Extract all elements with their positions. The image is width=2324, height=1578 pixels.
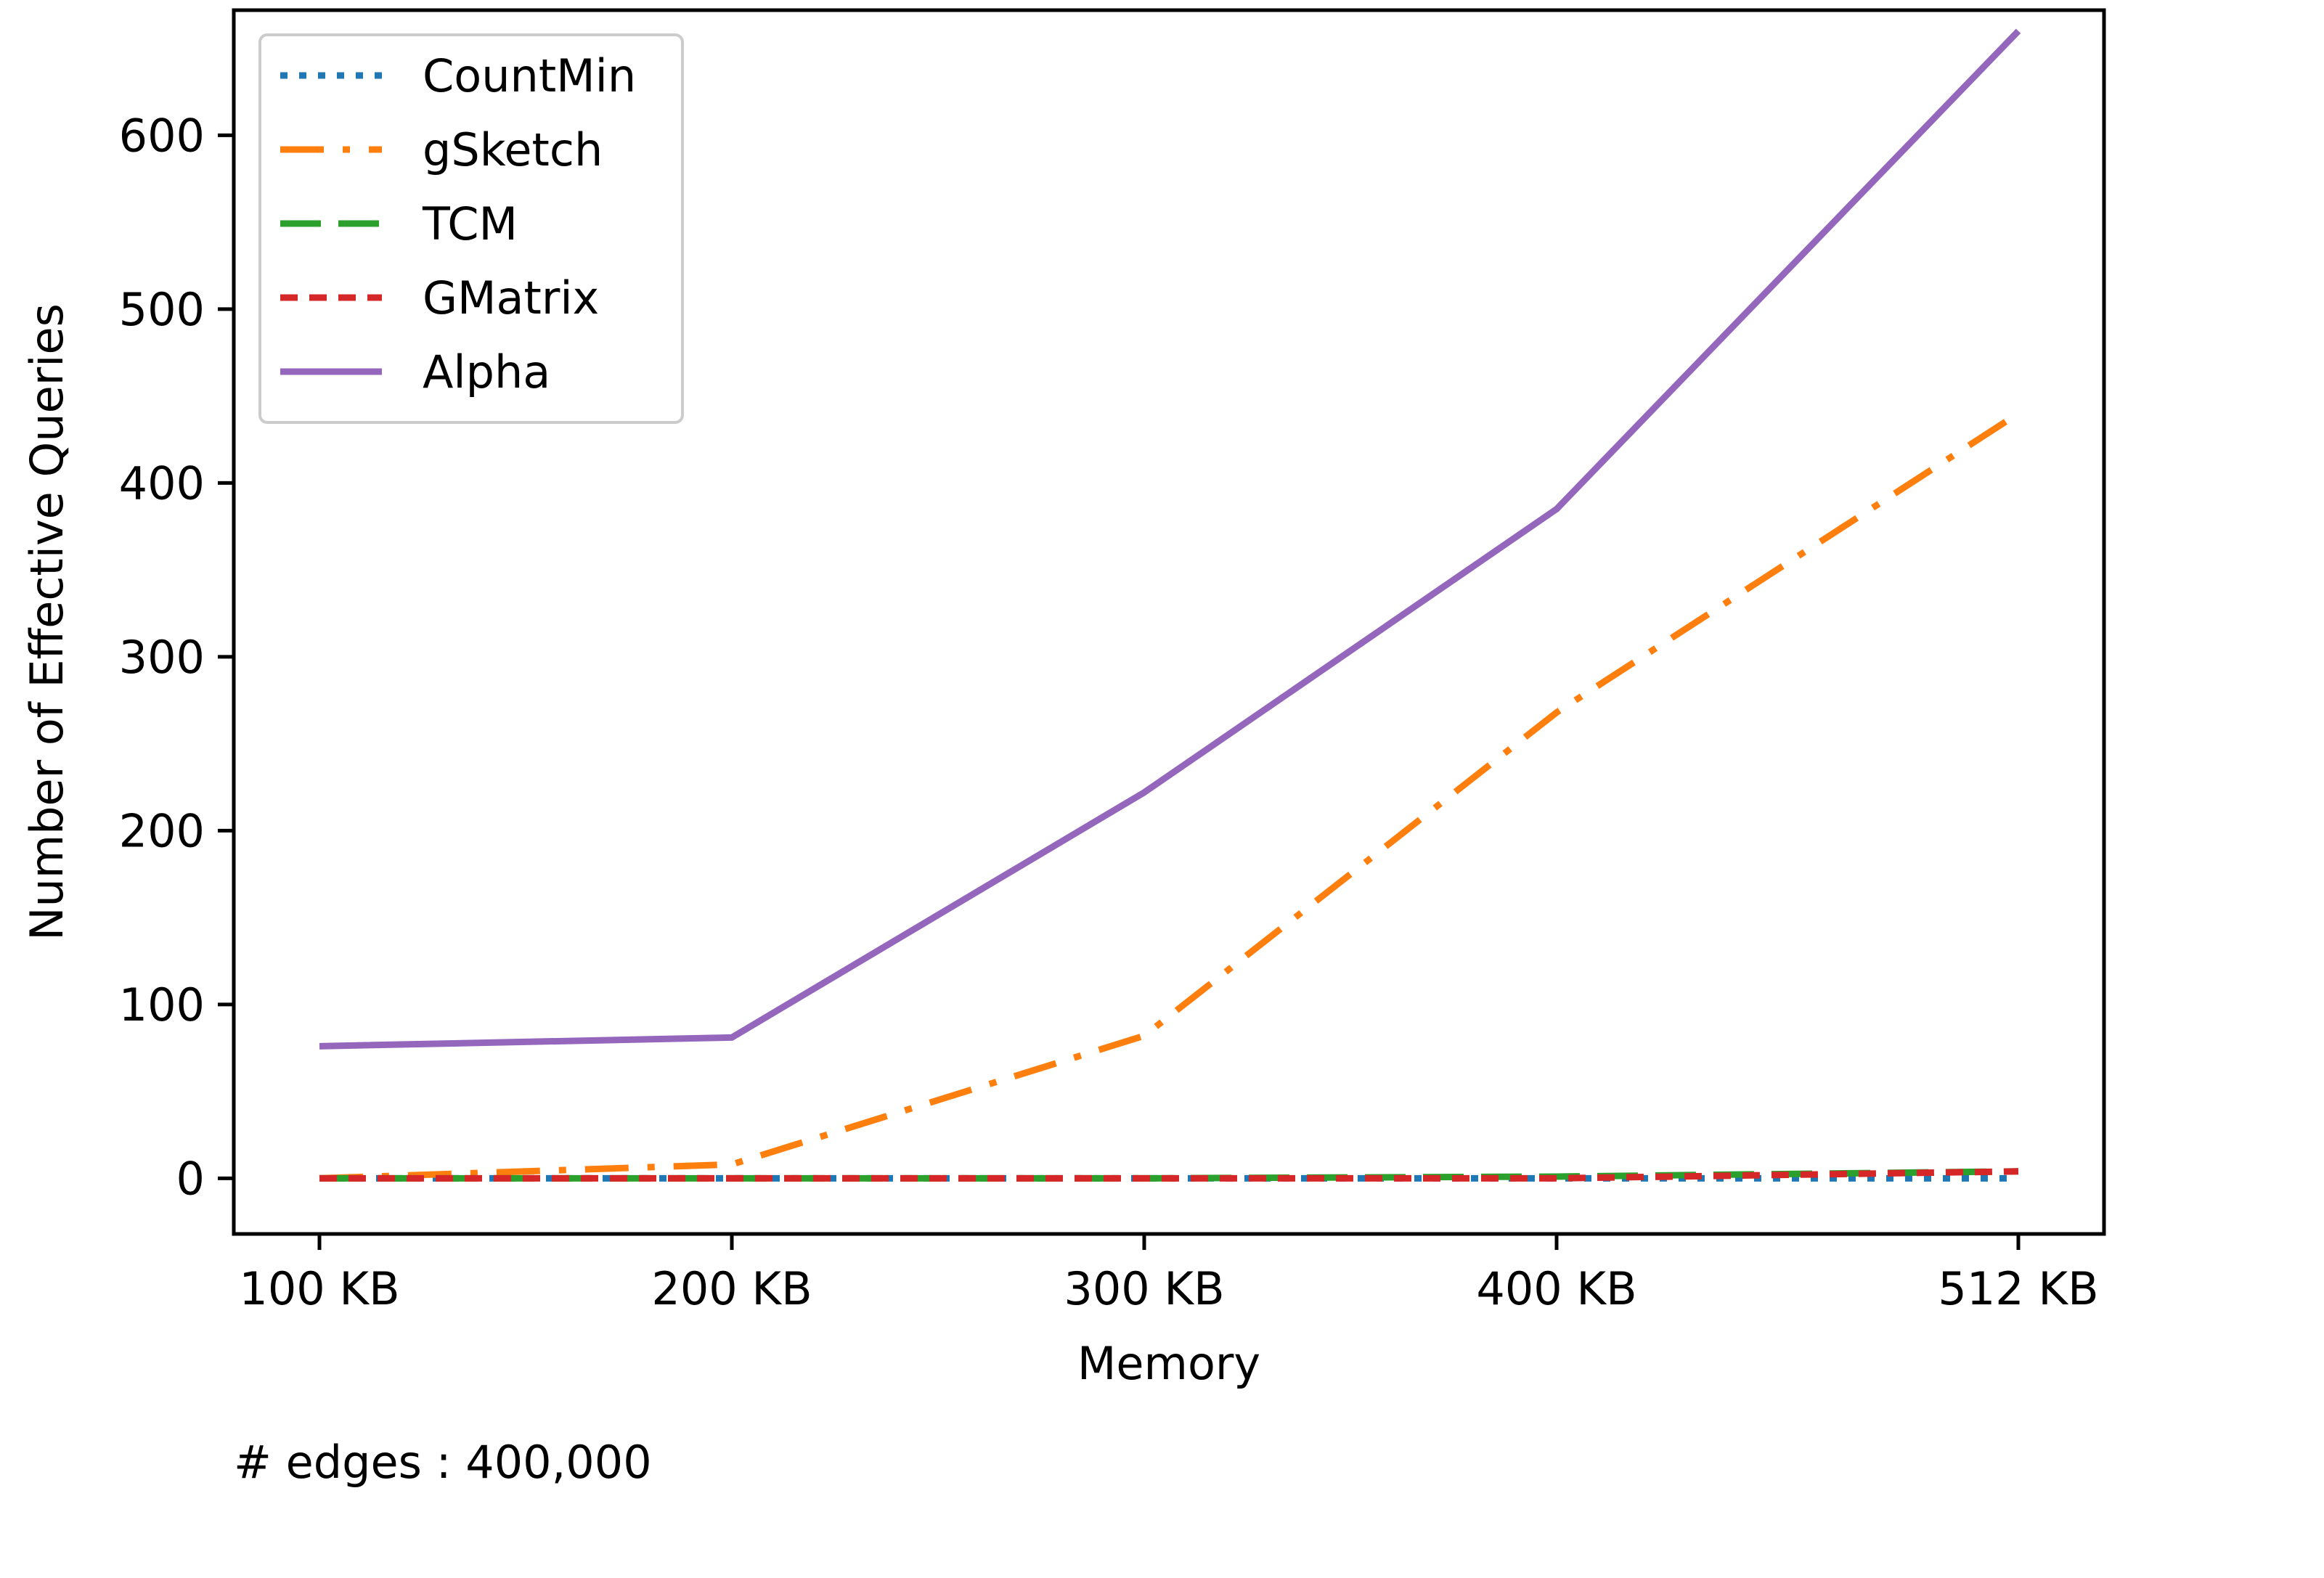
edges-annotation: # edges : 400,000: [234, 1436, 652, 1489]
y-axis: 0 100 200 300 400 500 600: [119, 109, 234, 1205]
plot-frame: [232, 8, 2106, 1236]
legend-label-countmin: CountMin: [423, 49, 636, 102]
legend-label-gsketch: gSketch: [423, 123, 603, 176]
y-tick-label: 600: [119, 109, 205, 162]
y-axis-label: Number of Effective Queries: [20, 303, 73, 941]
x-axis-label: Memory: [1077, 1337, 1260, 1390]
series-line-alpha: [319, 28, 2021, 1050]
x-tick-label: 200 KB: [651, 1262, 812, 1315]
plot-lines: [319, 28, 2021, 1182]
legend-label-tcm: TCM: [422, 197, 518, 250]
x-tick-label: 100 KB: [239, 1262, 399, 1315]
y-tick-label: 300: [119, 631, 205, 684]
x-axis: 100 KB 200 KB 300 KB 400 KB 512 KB: [239, 1234, 2099, 1315]
series-line-gsketch: [319, 410, 2021, 1182]
y-tick-label: 400: [119, 457, 205, 510]
y-tick-label: 100: [119, 978, 205, 1031]
y-tick-label: 200: [119, 804, 205, 857]
x-tick-label: 300 KB: [1064, 1262, 1224, 1315]
y-tick-label: 0: [176, 1152, 205, 1205]
x-tick-label: 400 KB: [1476, 1262, 1636, 1315]
legend: CountMin gSketch TCM GMatrix Alpha: [258, 33, 684, 424]
y-tick-label: 500: [119, 283, 205, 336]
legend-label-alpha: Alpha: [423, 346, 550, 398]
legend-label-gmatrix: GMatrix: [423, 271, 599, 324]
x-tick-label: 512 KB: [1938, 1262, 2098, 1315]
legend-box: [258, 33, 684, 424]
series-line-gmatrix: [319, 1168, 2019, 1182]
